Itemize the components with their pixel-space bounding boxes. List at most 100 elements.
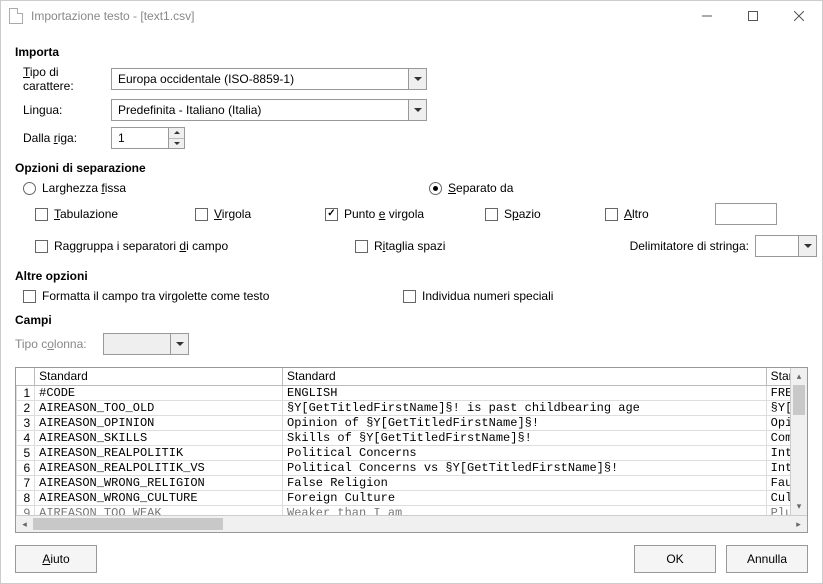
table-cell: Political Concerns vs §Y[GetTitledFirstN…	[283, 460, 767, 475]
section-importa: Importa	[15, 45, 808, 59]
table-cell: Political Concerns	[283, 445, 767, 460]
table-row[interactable]: 8AIREASON_WRONG_CULTUREForeign CultureCu…	[17, 490, 807, 505]
table-row[interactable]: 7AIREASON_WRONG_RELIGIONFalse ReligionFa…	[17, 475, 807, 490]
chevron-down-icon[interactable]	[408, 69, 426, 89]
table-cell: #CODE	[35, 385, 283, 400]
language-label: Lingua:	[15, 103, 111, 117]
fixed-width-label: Larghezza fissa	[42, 181, 126, 195]
cancel-button[interactable]: Annulla	[726, 545, 808, 573]
charset-combo[interactable]: Europa occidentale (ISO-8859-1)	[111, 68, 427, 90]
table-cell: AIREASON_OPINION	[35, 415, 283, 430]
table-cell: False Religion	[283, 475, 767, 490]
table-row[interactable]: 2AIREASON_TOO_OLD§Y[GetTitledFirstName]§…	[17, 400, 807, 415]
table-row[interactable]: 9AIREASON_TOO_WEAKWeaker than I amPlus	[17, 505, 807, 515]
row-number: 4	[17, 430, 35, 445]
separated-by-radio[interactable]	[429, 182, 442, 195]
table-cell: ENGLISH	[283, 385, 767, 400]
other-input[interactable]	[715, 203, 777, 225]
trim-checkbox[interactable]	[355, 240, 368, 253]
chevron-down-icon[interactable]	[170, 334, 188, 354]
from-row-label: Dalla riga:	[15, 131, 111, 145]
section-separator-options: Opzioni di separazione	[15, 161, 808, 175]
tab-label: Tabulazione	[54, 207, 118, 221]
row-number: 1	[17, 385, 35, 400]
column-header[interactable]: Standard	[283, 368, 767, 385]
close-button[interactable]	[776, 1, 822, 31]
table-row[interactable]: 4AIREASON_SKILLSSkills of §Y[GetTitledFi…	[17, 430, 807, 445]
row-number: 6	[17, 460, 35, 475]
merge-delim-label: Raggruppa i separatori di campo	[54, 239, 228, 253]
column-type-combo[interactable]	[103, 333, 189, 355]
fixed-width-radio[interactable]	[23, 182, 36, 195]
spin-down-icon[interactable]	[169, 139, 184, 149]
table-cell: AIREASON_SKILLS	[35, 430, 283, 445]
window-controls	[684, 1, 822, 31]
table-cell: AIREASON_TOO_OLD	[35, 400, 283, 415]
detect-numbers-checkbox[interactable]	[403, 290, 416, 303]
table-cell: Skills of §Y[GetTitledFirstName]§!	[283, 430, 767, 445]
chevron-down-icon[interactable]	[408, 100, 426, 120]
scroll-thumb[interactable]	[33, 518, 223, 530]
content-area: Importa Tipo di carattere: Europa occide…	[1, 31, 822, 583]
preview-table: Standard Standard Stand 1#CODEENGLISHFRE…	[15, 367, 808, 533]
rownum-header	[17, 368, 35, 385]
space-checkbox[interactable]	[485, 208, 498, 221]
other-label: Altro	[624, 207, 649, 221]
vertical-scrollbar[interactable]: ▴ ▾	[790, 368, 807, 515]
help-button[interactable]: Aiuto	[15, 545, 97, 573]
table-cell: AIREASON_REALPOLITIK_VS	[35, 460, 283, 475]
row-number: 9	[17, 505, 35, 515]
space-label: Spazio	[504, 207, 541, 221]
merge-delim-checkbox[interactable]	[35, 240, 48, 253]
row-number: 2	[17, 400, 35, 415]
tab-checkbox[interactable]	[35, 208, 48, 221]
import-dialog: Importazione testo - [text1.csv] Importa…	[0, 0, 823, 584]
dialog-footer: Aiuto OK Annulla	[15, 533, 808, 573]
table-row[interactable]: 5AIREASON_REALPOLITIKPolitical ConcernsI…	[17, 445, 807, 460]
scroll-up-icon[interactable]: ▴	[791, 368, 807, 385]
scroll-right-icon[interactable]: ▸	[790, 516, 807, 532]
comma-checkbox[interactable]	[195, 208, 208, 221]
charset-label: Tipo di carattere:	[15, 65, 111, 93]
table-cell: Weaker than I am	[283, 505, 767, 515]
table-row[interactable]: 3AIREASON_OPINIONOpinion of §Y[GetTitled…	[17, 415, 807, 430]
table-cell: AIREASON_WRONG_RELIGION	[35, 475, 283, 490]
trim-label: Ritaglia spazi	[374, 239, 445, 253]
scroll-down-icon[interactable]: ▾	[791, 498, 807, 515]
row-number: 5	[17, 445, 35, 460]
section-fields: Campi	[15, 313, 808, 327]
charset-value: Europa occidentale (ISO-8859-1)	[112, 72, 408, 86]
semicolon-label: Punto e virgola	[344, 207, 424, 221]
column-type-label: Tipo colonna:	[15, 337, 103, 351]
table-cell: AIREASON_REALPOLITIK	[35, 445, 283, 460]
maximize-button[interactable]	[730, 1, 776, 31]
column-header[interactable]: Standard	[35, 368, 283, 385]
language-combo[interactable]: Predefinita - Italiano (Italia)	[111, 99, 427, 121]
comma-label: Virgola	[214, 207, 251, 221]
detect-numbers-label: Individua numeri speciali	[422, 289, 553, 303]
table-row[interactable]: 1#CODEENGLISHFREN	[17, 385, 807, 400]
row-number: 7	[17, 475, 35, 490]
titlebar: Importazione testo - [text1.csv]	[1, 1, 822, 31]
ok-button[interactable]: OK	[634, 545, 716, 573]
scroll-left-icon[interactable]: ◂	[16, 516, 33, 532]
quoted-as-text-checkbox[interactable]	[23, 290, 36, 303]
minimize-button[interactable]	[684, 1, 730, 31]
chevron-down-icon[interactable]	[798, 236, 816, 256]
semicolon-checkbox[interactable]	[325, 208, 338, 221]
scroll-thumb[interactable]	[793, 385, 805, 415]
horizontal-scrollbar[interactable]: ◂ ▸	[16, 515, 807, 532]
document-icon	[9, 8, 23, 24]
from-row-spinner[interactable]: 1	[111, 127, 185, 149]
table-cell: AIREASON_WRONG_CULTURE	[35, 490, 283, 505]
other-checkbox[interactable]	[605, 208, 618, 221]
table-cell: §Y[GetTitledFirstName]§! is past childbe…	[283, 400, 767, 415]
spin-up-icon[interactable]	[169, 128, 184, 139]
string-delim-label: Delimitatore di stringa:	[615, 239, 755, 253]
table-cell: AIREASON_TOO_WEAK	[35, 505, 283, 515]
table-row[interactable]: 6AIREASON_REALPOLITIK_VSPolitical Concer…	[17, 460, 807, 475]
section-other-options: Altre opzioni	[15, 269, 808, 283]
language-value: Predefinita - Italiano (Italia)	[112, 103, 408, 117]
string-delim-combo[interactable]	[755, 235, 817, 257]
window-title: Importazione testo - [text1.csv]	[31, 9, 684, 23]
